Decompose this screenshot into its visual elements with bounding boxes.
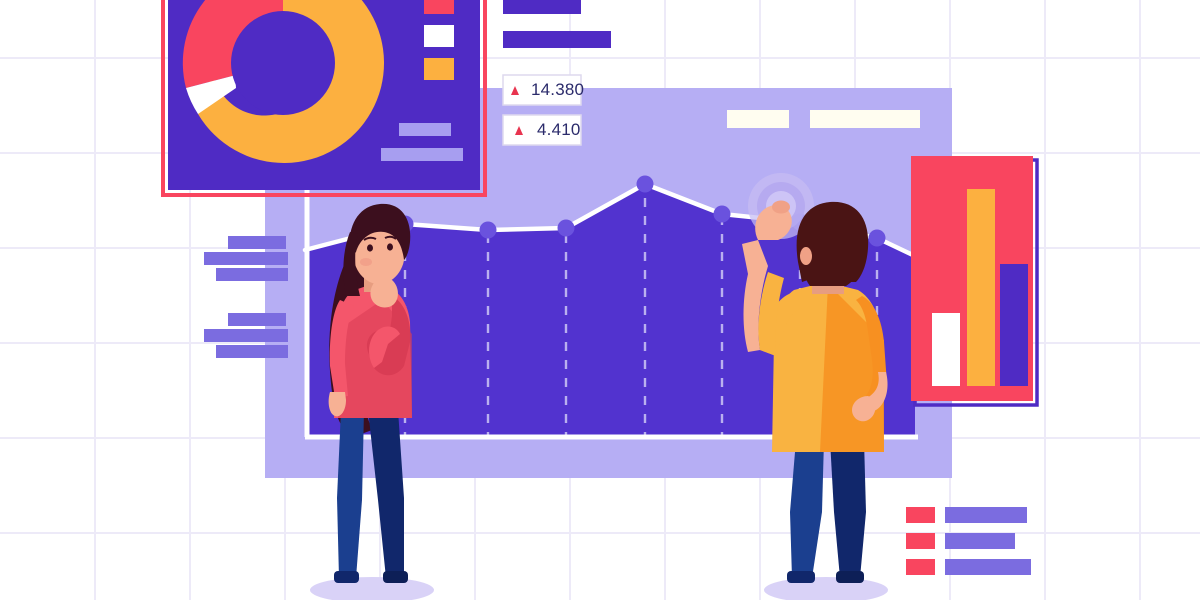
bottom-legend-list[interactable] [906, 507, 1031, 575]
legend-swatch[interactable] [906, 559, 935, 575]
donut-chart[interactable] [182, 0, 384, 163]
donut-slice-orange[interactable] [198, 0, 384, 163]
left-legend-bars [204, 236, 288, 358]
donut-slice-white[interactable] [186, 75, 236, 114]
man-hand-hip [852, 396, 876, 422]
left-legend-bar [228, 236, 286, 249]
character-man-pointing[interactable] [742, 200, 888, 584]
woman-eye-right [387, 243, 393, 251]
man-forearm-raised [742, 240, 768, 352]
legend-bar [945, 507, 1027, 523]
top-bar-2 [503, 31, 611, 48]
woman-leg-left [337, 410, 364, 578]
man-finger-tip [772, 200, 790, 214]
donut-chart-card[interactable] [161, 0, 487, 197]
donut-caption-bars [381, 123, 463, 161]
man-shoe-left [787, 571, 815, 583]
data-point[interactable] [713, 205, 731, 223]
woman-hand-left [328, 392, 346, 417]
woman-shoe-right [383, 571, 408, 583]
woman-forearm-right [369, 326, 400, 368]
header-chip-1[interactable] [727, 110, 789, 128]
left-legend-bar [204, 329, 288, 342]
character-woman-thinking[interactable] [328, 203, 412, 583]
donut-hole [231, 11, 335, 115]
legend-bar [945, 533, 1015, 549]
kpi-badge-2-box [502, 114, 582, 146]
caption-bar-1 [399, 123, 451, 136]
left-legend-bar [228, 313, 286, 326]
bar-chart-card[interactable] [911, 156, 1039, 407]
woman-brow-left [363, 236, 377, 241]
woman-cheek [360, 258, 372, 266]
legend-swatch-white[interactable] [424, 25, 454, 47]
woman-arm-left [329, 300, 354, 398]
data-point[interactable] [868, 229, 886, 247]
woman-hair-side [343, 232, 360, 296]
kpi-badge-2-value: 4.410 [537, 120, 581, 139]
woman-hair-front [349, 203, 411, 260]
woman-shoe-left [334, 571, 359, 583]
man-ear [800, 247, 812, 265]
legend-swatch[interactable] [906, 507, 935, 523]
left-legend-bar [216, 345, 288, 358]
man-leg-left [790, 440, 824, 578]
legend-swatch-orange[interactable] [424, 58, 454, 80]
legend-swatch-pink[interactable] [424, 0, 454, 14]
kpi-badge-1[interactable] [502, 74, 582, 106]
legend-bar [945, 559, 1031, 575]
triangle-up-icon [515, 126, 523, 135]
man-shoe-right [836, 571, 864, 583]
bar-chart[interactable] [932, 189, 1028, 386]
woman-hand-chin [370, 278, 398, 308]
triangle-up-icon [511, 86, 519, 95]
area-chart-fill [305, 184, 915, 437]
caption-bar-2 [381, 148, 463, 161]
bar-white[interactable] [932, 313, 960, 386]
left-legend-bar [204, 252, 288, 265]
left-legend-bar [216, 268, 288, 281]
donut-card-border [161, 0, 487, 197]
woman-leg-right [368, 410, 404, 578]
top-bar-1 [503, 0, 581, 14]
data-point[interactable] [636, 175, 654, 193]
area-chart[interactable] [302, 175, 918, 440]
legend-swatch[interactable] [906, 533, 935, 549]
man-hand-pointing [755, 205, 792, 240]
woman-eye-left [367, 244, 373, 252]
man-upperarm-raised [758, 272, 784, 356]
area-chart-points[interactable] [396, 175, 886, 247]
top-summary-bars [503, 0, 611, 48]
man-hair-mass [801, 206, 865, 286]
bar-purple[interactable] [1000, 264, 1028, 386]
woman-brow-right [384, 235, 397, 240]
header-chip-2[interactable] [810, 110, 920, 128]
kpi-badge-1-value: 14.380 [531, 80, 585, 99]
donut-legend[interactable] [424, 0, 454, 80]
man-leg-right [830, 440, 866, 578]
bar-orange[interactable] [967, 189, 995, 386]
data-point[interactable] [479, 221, 497, 239]
data-point[interactable] [557, 219, 575, 237]
kpi-badge-2[interactable] [502, 114, 582, 146]
